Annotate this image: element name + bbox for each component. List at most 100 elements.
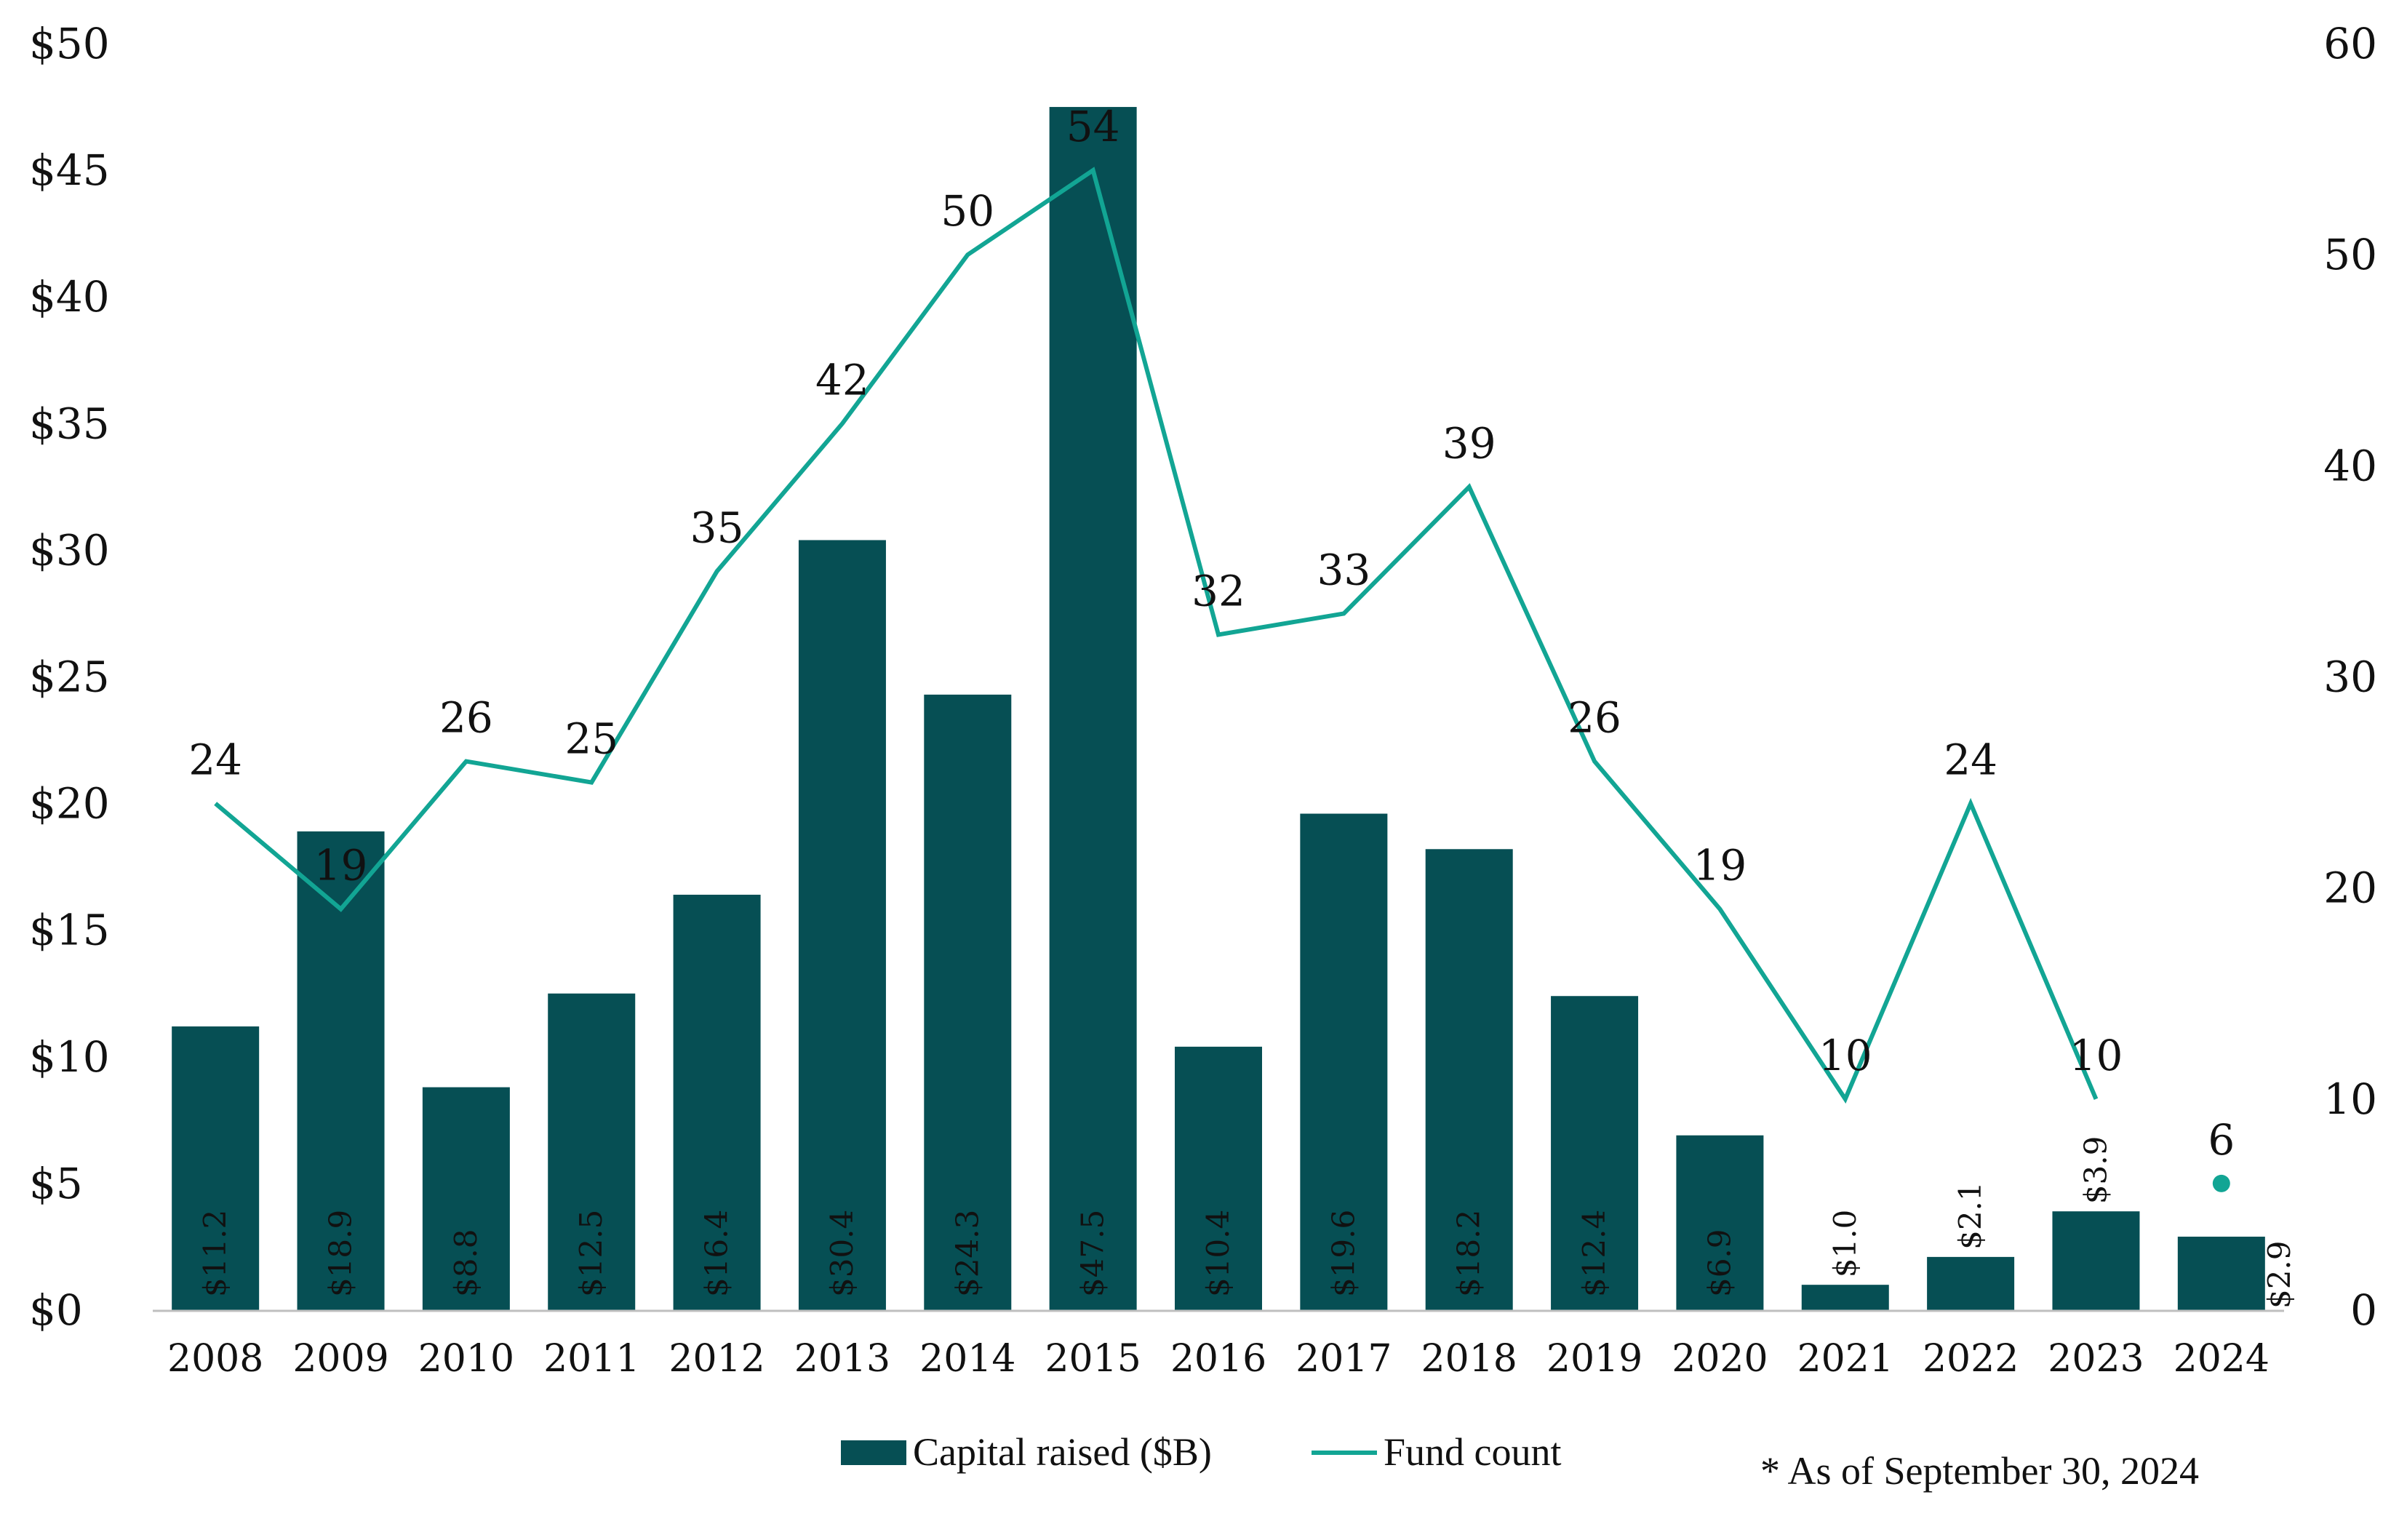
bar <box>673 894 761 1310</box>
right-tick-label: 30 <box>2323 653 2377 702</box>
bar-value-labels: $11.2 $18.9 $8.8 $12.5 $16.4 $30.4 $24.3 $47.5 $… <box>197 1136 2297 1309</box>
fund-count-label: 35 <box>690 503 744 552</box>
legend-bar-swatch <box>841 1440 906 1465</box>
bar <box>422 1087 510 1310</box>
bar-value-label: $3.9 <box>2077 1136 2113 1205</box>
bar <box>2177 1237 2265 1310</box>
bar <box>2052 1211 2140 1310</box>
x-tick-label: 2015 <box>1045 1337 1141 1381</box>
bar-value-label: $11.2 <box>197 1210 233 1297</box>
bar-value-label: $10.4 <box>1200 1210 1236 1297</box>
x-tick-label: 2016 <box>1170 1337 1266 1381</box>
capital-bars <box>172 107 2265 1311</box>
left-tick-label: $40 <box>29 272 110 322</box>
bar-value-label: $2.1 <box>1952 1181 1988 1250</box>
bar-value-label: $6.9 <box>1701 1229 1737 1297</box>
bar-value-label: $12.4 <box>1576 1210 1612 1297</box>
legend-label-capital: Capital raised ($B) <box>913 1430 1212 1474</box>
x-tick-label: 2012 <box>668 1337 765 1381</box>
left-tick-label: $15 <box>29 906 110 955</box>
left-tick-label: $30 <box>29 525 110 575</box>
fund-count-label: 10 <box>1819 1031 1872 1080</box>
bar-value-label: $16.4 <box>699 1210 735 1297</box>
bar <box>1300 813 1388 1310</box>
footnote: * As of September 30, 2024 <box>1760 1449 2199 1493</box>
right-tick-label: 60 <box>2323 19 2377 68</box>
fund-count-label: 50 <box>941 186 994 236</box>
bar <box>1927 1256 2015 1310</box>
fund-count-label: 33 <box>1317 545 1370 594</box>
right-tick-label: 0 <box>2350 1285 2377 1335</box>
fund-count-label: 26 <box>439 693 493 743</box>
bar <box>1175 1046 1262 1310</box>
bar <box>548 993 636 1310</box>
fund-count-label: 54 <box>1066 102 1120 151</box>
left-tick-label: $25 <box>29 653 110 702</box>
right-axis: 0 10 20 30 40 50 60 <box>2323 19 2377 1335</box>
fund-count-label: 26 <box>1568 693 1621 743</box>
x-tick-label: 2013 <box>794 1337 890 1381</box>
x-tick-label: 2018 <box>1421 1337 1517 1381</box>
bar <box>798 540 886 1311</box>
x-tick-label: 2020 <box>1672 1337 1768 1381</box>
bar <box>1425 849 1513 1310</box>
fund-count-label: 19 <box>1693 841 1747 890</box>
right-tick-label: 20 <box>2323 863 2377 913</box>
fund-count-label: 39 <box>1442 418 1496 468</box>
x-tick-label: 2023 <box>2048 1337 2144 1381</box>
bar-value-label: $12.5 <box>573 1210 609 1297</box>
bar-value-label: $47.5 <box>1075 1210 1111 1297</box>
x-tick-label: 2022 <box>1923 1337 2019 1381</box>
x-tick-label: 2017 <box>1296 1337 1392 1381</box>
fund-count-label: 32 <box>1191 566 1245 615</box>
bar-value-label: $24.3 <box>949 1210 985 1297</box>
right-tick-label: 50 <box>2323 230 2377 279</box>
fund-count-label: 42 <box>815 355 869 404</box>
fund-count-label: 24 <box>1944 735 1997 785</box>
left-tick-label: $20 <box>29 779 110 829</box>
fund-count-labels: 24 19 26 25 35 42 50 54 32 33 39 26 19 10 24 10 6 <box>188 102 2235 1165</box>
fund-count-marker-2024 <box>2212 1174 2230 1192</box>
bar <box>1801 1285 1889 1310</box>
fund-count-label: 6 <box>2208 1115 2235 1165</box>
x-tick-label: 2008 <box>167 1337 263 1381</box>
legend-label-fund-count: Fund count <box>1384 1430 1562 1474</box>
bar <box>1551 996 1639 1310</box>
bar-value-label: $18.9 <box>323 1210 359 1297</box>
x-tick-label: 2019 <box>1546 1337 1642 1381</box>
left-tick-label: $50 <box>29 19 110 68</box>
fund-count-label: 19 <box>314 841 368 890</box>
fund-count-line <box>214 167 2230 1192</box>
bar-value-label: $1.0 <box>1827 1210 1863 1278</box>
right-tick-label: 10 <box>2323 1074 2377 1124</box>
left-axis: $0 $5 $10 $15 $20 $25 $30 $35 $40 $45 $50 <box>29 19 110 1335</box>
x-tick-label: 2011 <box>543 1337 639 1381</box>
fund-count-label: 10 <box>2069 1031 2123 1080</box>
right-tick-label: 40 <box>2323 441 2377 490</box>
fund-count-polyline <box>214 167 2099 1104</box>
left-tick-label: $35 <box>29 399 110 448</box>
x-tick-label: 2010 <box>418 1337 514 1381</box>
fund-count-label: 25 <box>564 714 618 764</box>
left-tick-label: $5 <box>29 1159 83 1208</box>
left-tick-label: $0 <box>29 1285 83 1335</box>
x-tick-label: 2009 <box>292 1337 388 1381</box>
left-tick-label: $10 <box>29 1032 110 1082</box>
x-tick-label: 2024 <box>2174 1337 2270 1381</box>
x-axis-labels: 2008 2009 2010 2011 2012 2013 2014 2015 2016 2017… <box>167 1337 2270 1381</box>
bar-value-label: $2.9 <box>2262 1240 2297 1309</box>
left-tick-label: $45 <box>29 145 110 195</box>
bar <box>172 1026 260 1310</box>
bar <box>924 694 1012 1310</box>
x-tick-label: 2014 <box>919 1337 1015 1381</box>
bar-value-label: $8.8 <box>448 1229 484 1297</box>
bar-value-label: $19.6 <box>1325 1210 1361 1297</box>
bar <box>1676 1135 1764 1310</box>
fund-count-label: 24 <box>188 735 242 785</box>
bar <box>1049 107 1137 1310</box>
bar-value-label: $18.2 <box>1451 1210 1487 1297</box>
bar-value-label: $30.4 <box>824 1210 860 1297</box>
x-tick-label: 2021 <box>1797 1337 1893 1381</box>
legend: Capital raised ($B) Fund count <box>841 1430 1562 1474</box>
